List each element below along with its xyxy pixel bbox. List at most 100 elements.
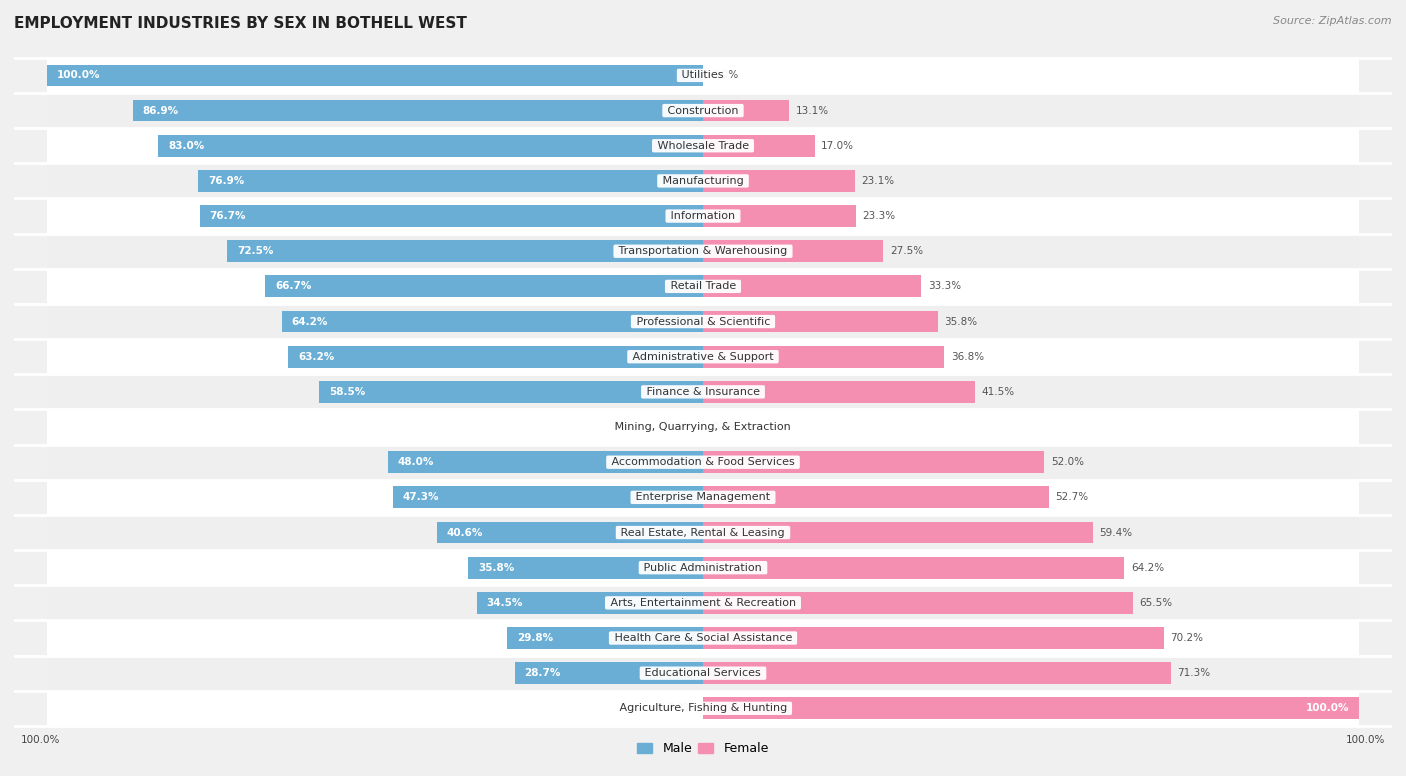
Text: 40.6%: 40.6% bbox=[447, 528, 482, 538]
Bar bbox=[46, 64, 703, 86]
Text: 36.8%: 36.8% bbox=[950, 352, 984, 362]
Bar bbox=[46, 268, 1360, 304]
Text: 65.5%: 65.5% bbox=[1139, 598, 1173, 608]
Text: 70.2%: 70.2% bbox=[1170, 633, 1204, 643]
Bar bbox=[703, 275, 921, 297]
Bar bbox=[132, 99, 703, 122]
Text: 71.3%: 71.3% bbox=[1177, 668, 1211, 678]
Text: Source: ZipAtlas.com: Source: ZipAtlas.com bbox=[1274, 16, 1392, 26]
Text: 48.0%: 48.0% bbox=[398, 457, 434, 467]
Text: 86.9%: 86.9% bbox=[142, 106, 179, 116]
Text: 47.3%: 47.3% bbox=[402, 492, 439, 502]
Text: 0.0%: 0.0% bbox=[666, 422, 693, 432]
Text: Retail Trade: Retail Trade bbox=[666, 282, 740, 292]
Bar bbox=[281, 310, 703, 332]
Text: Manufacturing: Manufacturing bbox=[659, 176, 747, 186]
Bar bbox=[46, 550, 1360, 585]
Bar bbox=[508, 627, 703, 649]
Text: 59.4%: 59.4% bbox=[1099, 528, 1132, 538]
Bar bbox=[46, 410, 1360, 445]
Text: 27.5%: 27.5% bbox=[890, 246, 924, 256]
Bar bbox=[200, 205, 703, 227]
Bar bbox=[46, 480, 1360, 515]
Text: Transportation & Warehousing: Transportation & Warehousing bbox=[616, 246, 790, 256]
Text: 17.0%: 17.0% bbox=[821, 140, 853, 151]
Text: Real Estate, Rental & Leasing: Real Estate, Rental & Leasing bbox=[617, 528, 789, 538]
Text: 28.7%: 28.7% bbox=[524, 668, 561, 678]
Text: 29.8%: 29.8% bbox=[517, 633, 554, 643]
Text: 52.0%: 52.0% bbox=[1050, 457, 1084, 467]
Bar bbox=[703, 627, 1164, 649]
Text: 0.0%: 0.0% bbox=[666, 703, 693, 713]
Text: Accommodation & Food Services: Accommodation & Food Services bbox=[607, 457, 799, 467]
Text: Arts, Entertainment & Recreation: Arts, Entertainment & Recreation bbox=[606, 598, 800, 608]
Text: Public Administration: Public Administration bbox=[640, 563, 766, 573]
Text: Enterprise Management: Enterprise Management bbox=[633, 492, 773, 502]
Text: 76.9%: 76.9% bbox=[208, 176, 245, 186]
Text: 34.5%: 34.5% bbox=[486, 598, 523, 608]
Text: Agriculture, Fishing & Hunting: Agriculture, Fishing & Hunting bbox=[616, 703, 790, 713]
Text: 0.0%: 0.0% bbox=[713, 422, 740, 432]
Text: 63.2%: 63.2% bbox=[298, 352, 335, 362]
Text: Information: Information bbox=[668, 211, 738, 221]
Text: Finance & Insurance: Finance & Insurance bbox=[643, 387, 763, 397]
Text: 72.5%: 72.5% bbox=[238, 246, 274, 256]
Bar bbox=[46, 199, 1360, 234]
Bar bbox=[266, 275, 703, 297]
Bar bbox=[703, 135, 814, 157]
Text: 100.0%: 100.0% bbox=[1306, 703, 1350, 713]
Text: Wholesale Trade: Wholesale Trade bbox=[654, 140, 752, 151]
Text: Educational Services: Educational Services bbox=[641, 668, 765, 678]
Text: 13.1%: 13.1% bbox=[796, 106, 828, 116]
Bar bbox=[703, 346, 945, 368]
Bar bbox=[46, 656, 1360, 691]
Text: 23.3%: 23.3% bbox=[862, 211, 896, 221]
Text: 58.5%: 58.5% bbox=[329, 387, 366, 397]
Bar bbox=[392, 487, 703, 508]
Bar bbox=[198, 170, 703, 192]
Text: 83.0%: 83.0% bbox=[169, 140, 204, 151]
Text: Utilities: Utilities bbox=[679, 71, 727, 81]
Bar bbox=[437, 521, 703, 543]
Bar bbox=[46, 128, 1360, 163]
Bar bbox=[46, 163, 1360, 199]
Bar bbox=[703, 521, 1092, 543]
Text: 100.0%: 100.0% bbox=[1346, 735, 1385, 745]
Bar bbox=[703, 241, 883, 262]
Bar bbox=[46, 374, 1360, 410]
Text: 64.2%: 64.2% bbox=[1130, 563, 1164, 573]
Text: 41.5%: 41.5% bbox=[981, 387, 1015, 397]
Text: 76.7%: 76.7% bbox=[209, 211, 246, 221]
Bar bbox=[703, 452, 1045, 473]
Text: 0.0%: 0.0% bbox=[713, 71, 740, 81]
Text: 64.2%: 64.2% bbox=[291, 317, 328, 327]
Bar bbox=[703, 592, 1133, 614]
Text: 35.8%: 35.8% bbox=[945, 317, 977, 327]
Bar bbox=[46, 445, 1360, 480]
Bar bbox=[703, 205, 856, 227]
Text: Health Care & Social Assistance: Health Care & Social Assistance bbox=[610, 633, 796, 643]
Text: 100.0%: 100.0% bbox=[21, 735, 60, 745]
Bar bbox=[703, 310, 938, 332]
Text: 33.3%: 33.3% bbox=[928, 282, 962, 292]
Bar bbox=[468, 557, 703, 579]
Bar bbox=[46, 304, 1360, 339]
Bar bbox=[46, 515, 1360, 550]
Bar bbox=[703, 170, 855, 192]
Text: Construction: Construction bbox=[664, 106, 742, 116]
Text: Professional & Scientific: Professional & Scientific bbox=[633, 317, 773, 327]
Bar bbox=[288, 346, 703, 368]
Bar bbox=[159, 135, 703, 157]
Text: 35.8%: 35.8% bbox=[478, 563, 515, 573]
Bar bbox=[46, 585, 1360, 621]
Bar bbox=[46, 339, 1360, 374]
Bar bbox=[228, 241, 703, 262]
Text: EMPLOYMENT INDUSTRIES BY SEX IN BOTHELL WEST: EMPLOYMENT INDUSTRIES BY SEX IN BOTHELL … bbox=[14, 16, 467, 30]
Bar bbox=[477, 592, 703, 614]
Bar bbox=[319, 381, 703, 403]
Text: 23.1%: 23.1% bbox=[860, 176, 894, 186]
Bar bbox=[703, 557, 1125, 579]
Bar bbox=[703, 487, 1049, 508]
Bar bbox=[46, 234, 1360, 268]
Text: 52.7%: 52.7% bbox=[1056, 492, 1088, 502]
